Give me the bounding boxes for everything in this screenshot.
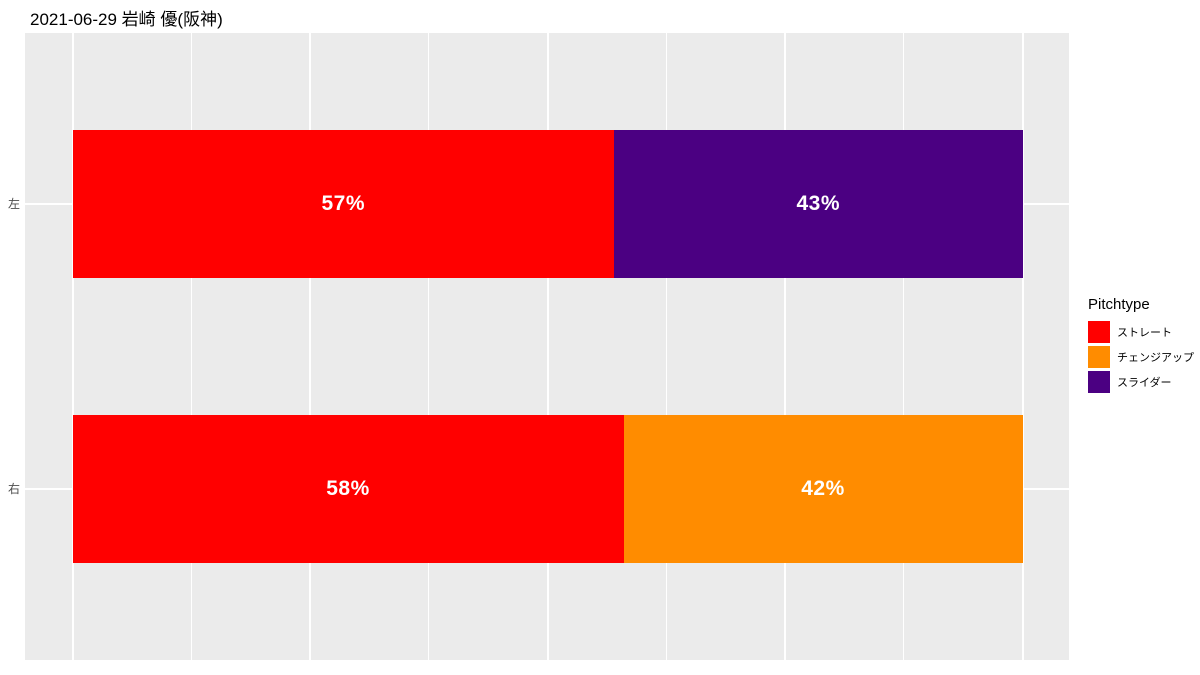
- gridline-vertical-major: [784, 33, 786, 660]
- legend-item-label: スライダー: [1117, 377, 1172, 389]
- bar-segment-percent-label: 42%: [801, 477, 845, 500]
- legend-items: ストレートチェンジアップ スライダー: [1088, 321, 1194, 393]
- bar-row-右: 58% 42%: [72, 415, 1023, 563]
- bar-segment-percent-label: 58%: [326, 477, 370, 500]
- gridline-vertical-major: [309, 33, 311, 660]
- gridline-vertical-major: [546, 33, 549, 660]
- legend-item: ストレート: [1088, 321, 1194, 343]
- bar-row-左: 57% 43%: [72, 130, 1023, 278]
- legend: Pitchtype ストレートチェンジアップ スライダー: [1088, 296, 1194, 396]
- chart-title: 2021-06-29 岩崎 優(阪神): [30, 10, 223, 29]
- gridline-vertical-minor: [665, 33, 667, 660]
- y-axis-label-右: 右: [7, 482, 20, 496]
- bar-segment-チェンジアップ: 42%: [623, 415, 1023, 563]
- legend-color-swatch: [1088, 321, 1110, 343]
- y-axis-label-左: 左: [7, 197, 20, 211]
- bar-segment-percent-label: 57%: [321, 192, 366, 215]
- gridline-vertical-major: [1021, 33, 1024, 660]
- bar-segment-percent-label: 43%: [796, 192, 841, 215]
- bar-segment-ストレート: 58%: [72, 415, 624, 563]
- plot-panel: 57% 43% 58% 42%: [25, 33, 1069, 660]
- gridline-vertical-minor: [428, 33, 430, 660]
- legend-item: スライダー: [1088, 371, 1194, 393]
- gridline-vertical-major: [71, 33, 74, 660]
- legend-title: Pitchtype: [1088, 296, 1150, 313]
- legend-item: チェンジアップ: [1088, 346, 1194, 368]
- legend-color-swatch: [1088, 371, 1110, 393]
- legend-item-label: チェンジアップ: [1117, 352, 1194, 364]
- bar-segment-ストレート: 57%: [72, 130, 614, 278]
- legend-color-swatch: [1088, 346, 1110, 368]
- bar-segment-スライダー: 43%: [614, 130, 1023, 278]
- gridline-vertical-minor: [190, 33, 192, 660]
- gridline-vertical-minor: [903, 33, 905, 660]
- legend-item-label: ストレート: [1117, 327, 1172, 339]
